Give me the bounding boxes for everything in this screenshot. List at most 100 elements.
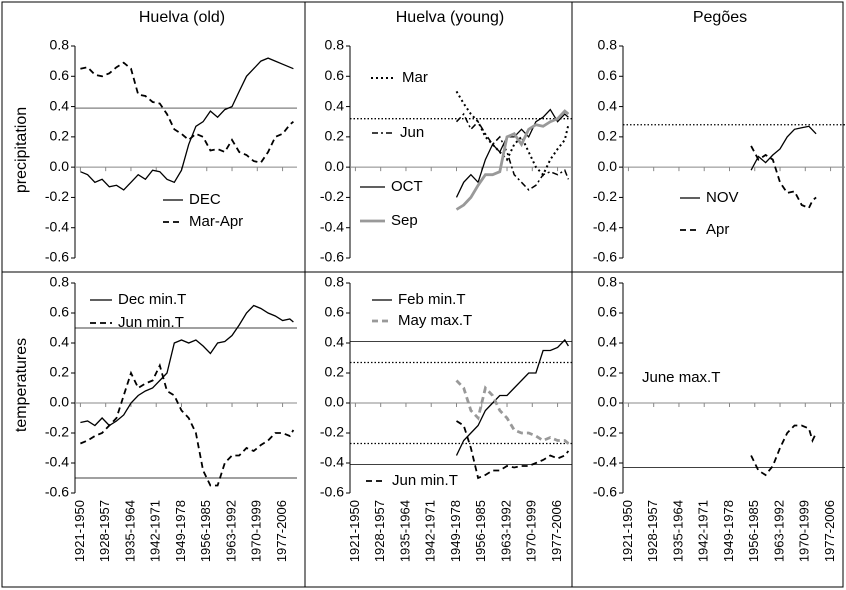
y-tick-label: 0.2: [325, 364, 345, 380]
y-tick-label: 0.6: [598, 67, 618, 83]
x-tick-label: 1935-1964: [122, 500, 137, 562]
legend-label: Sep: [391, 212, 418, 229]
x-tick-label: 1921-1950: [72, 500, 87, 562]
x-tick-label: 1949-1978: [173, 500, 188, 562]
y-tick-label: -0.6: [593, 484, 617, 500]
y-tick-label: 0.0: [325, 158, 345, 174]
legend-label: Mar-Apr: [189, 213, 243, 230]
x-tick-label: 1970-1999: [524, 500, 539, 562]
x-tick-label: 1928-1957: [97, 500, 112, 562]
panel-title: Huelva (young): [396, 9, 505, 26]
legend-label: Jun min.T: [392, 472, 458, 489]
panel-title: Huelva (old): [139, 9, 225, 26]
y-tick-label: -0.6: [593, 249, 617, 265]
series-line: [455, 338, 569, 456]
x-tick-label: 1928-1957: [645, 500, 660, 562]
legend-label: May max.T: [398, 312, 472, 329]
y-tick-label: 0.0: [50, 394, 70, 410]
x-tick-label: 1970-1999: [249, 500, 264, 562]
legend-label: June max.T: [642, 369, 720, 386]
legend-label: OCT: [391, 178, 423, 195]
y-tick-label: -0.4: [593, 218, 617, 234]
series-line: [456, 420, 570, 480]
y-tick-label: 0.6: [325, 304, 345, 320]
y-tick-label: -0.6: [45, 249, 69, 265]
x-tick-label: 1963-1992: [223, 500, 238, 562]
x-tick-label: 1935-1964: [397, 500, 412, 562]
x-tick-label: 1956-1985: [473, 500, 488, 562]
y-tick-label: -0.6: [45, 484, 69, 500]
y-axis-label: precipitation: [13, 107, 30, 193]
series-line: [750, 145, 817, 210]
y-tick-label: 0.2: [325, 128, 345, 144]
y-tick-label: 0.4: [50, 334, 70, 350]
legend-label: Jun min.T: [118, 314, 184, 331]
x-tick-label: 1935-1964: [670, 500, 685, 562]
series-line: [80, 362, 295, 487]
series-line: [455, 109, 570, 211]
legend-label: Dec min.T: [118, 291, 186, 308]
y-tick-label: -0.6: [320, 249, 344, 265]
legend-label: Apr: [706, 221, 729, 238]
y-tick-label: -0.2: [45, 188, 69, 204]
x-tick-label: 1949-1978: [721, 500, 736, 562]
y-tick-label: -0.4: [320, 454, 344, 470]
y-tick-label: 0.6: [325, 67, 345, 83]
legend-label: Jun: [400, 124, 424, 141]
panel-title: Pegões: [693, 9, 747, 26]
x-tick-label: 1942-1971: [423, 500, 438, 562]
y-tick-label: 0.4: [598, 334, 618, 350]
legend-label: DEC: [189, 191, 221, 208]
y-tick-label: -0.4: [45, 218, 69, 234]
series-line: [80, 57, 294, 191]
y-tick-label: 0.4: [598, 97, 618, 113]
y-tick-label: 0.8: [50, 37, 70, 53]
y-tick-label: -0.2: [593, 188, 617, 204]
legend-label: NOV: [706, 189, 739, 206]
y-tick-label: -0.2: [45, 424, 69, 440]
x-tick-label: 1977-2006: [549, 500, 564, 562]
y-tick-label: 0.6: [50, 67, 70, 83]
x-tick-label: 1977-2006: [822, 500, 837, 562]
y-tick-label: 0.2: [50, 364, 70, 380]
y-tick-label: -0.4: [320, 218, 344, 234]
y-tick-label: 0.2: [598, 364, 618, 380]
y-tick-label: 0.0: [598, 394, 618, 410]
x-tick-label: 1949-1978: [448, 500, 463, 562]
x-tick-label: 1921-1950: [620, 500, 635, 562]
x-tick-label: 1956-1985: [198, 500, 213, 562]
y-tick-label: -0.4: [593, 454, 617, 470]
y-tick-label: -0.2: [593, 424, 617, 440]
y-tick-label: -0.2: [320, 188, 344, 204]
x-tick-label: 1963-1992: [498, 500, 513, 562]
x-tick-label: 1970-1999: [797, 500, 812, 562]
y-tick-label: 0.8: [325, 37, 345, 53]
y-tick-label: -0.2: [320, 424, 344, 440]
y-tick-label: 0.0: [50, 158, 70, 174]
y-tick-label: 0.4: [50, 97, 70, 113]
y-tick-label: 0.0: [325, 394, 345, 410]
y-tick-label: 0.8: [50, 274, 70, 290]
y-tick-label: 0.6: [50, 304, 70, 320]
x-tick-label: 1928-1957: [372, 500, 387, 562]
y-tick-label: 0.8: [598, 274, 618, 290]
y-tick-label: -0.4: [45, 454, 69, 470]
x-tick-label: 1942-1971: [696, 500, 711, 562]
x-tick-label: 1942-1971: [148, 500, 163, 562]
legend-label: Mar: [402, 69, 428, 86]
y-tick-label: -0.6: [320, 484, 344, 500]
series-line: [750, 125, 817, 171]
series-line: [455, 108, 569, 198]
legend-label: Feb min.T: [398, 291, 466, 308]
y-tick-label: 0.4: [325, 97, 345, 113]
y-tick-label: 0.0: [598, 158, 618, 174]
x-tick-label: 1977-2006: [274, 500, 289, 562]
x-tick-label: 1963-1992: [771, 500, 786, 562]
y-tick-label: 0.6: [598, 304, 618, 320]
x-tick-label: 1956-1985: [746, 500, 761, 562]
y-tick-label: 0.8: [325, 274, 345, 290]
y-tick-label: 0.4: [325, 334, 345, 350]
y-tick-label: 0.2: [598, 128, 618, 144]
